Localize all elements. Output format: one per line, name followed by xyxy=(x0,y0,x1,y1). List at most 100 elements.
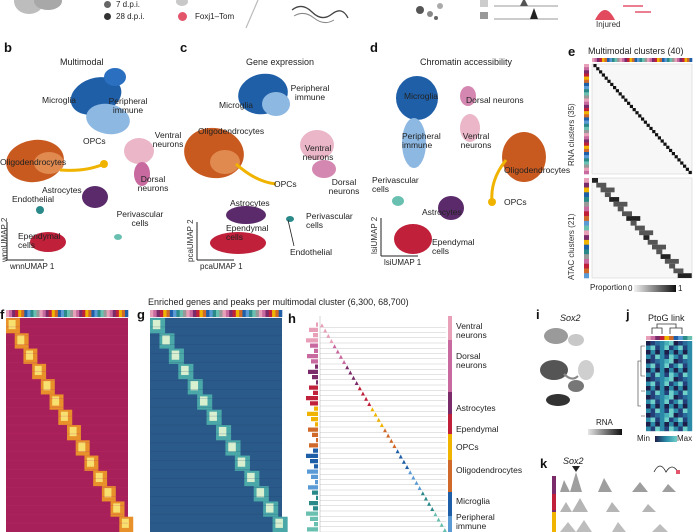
c-ventral-cluster xyxy=(300,130,334,160)
e-top-colorbar-cell xyxy=(614,58,618,62)
h-side-bar xyxy=(308,369,318,374)
c-endothelial-cluster xyxy=(286,216,294,222)
e-rna-diag-cell xyxy=(615,89,619,93)
h-label-immune: Peripheral immune xyxy=(456,512,495,531)
f-colorbar-cell xyxy=(76,310,80,317)
j-cell xyxy=(678,345,683,351)
e-colorbar-min: 0 xyxy=(628,284,633,293)
g-diag-core xyxy=(265,503,274,513)
j-cell xyxy=(650,354,656,360)
f-diag-core xyxy=(87,457,95,467)
j-colorbar-cell xyxy=(650,336,656,340)
j-cell xyxy=(650,390,656,396)
j-cell xyxy=(687,413,693,418)
j-cell xyxy=(650,341,656,346)
c-label-ventral: Ventral neurons xyxy=(300,144,336,162)
b-perivascular-cluster xyxy=(114,234,122,240)
e-top-colorbar-cell xyxy=(594,58,598,62)
j-cell xyxy=(678,381,683,387)
h-track-peak xyxy=(342,360,347,364)
e-top-colorbar-cell xyxy=(599,58,603,62)
c-astro-cluster xyxy=(226,206,266,224)
f-colorbar-cell xyxy=(121,310,126,317)
e-rna-diag-cell xyxy=(685,167,689,171)
g-colorbar-cell xyxy=(245,310,250,317)
j-cell xyxy=(655,359,660,364)
h-track-peak xyxy=(379,423,384,427)
h-side-bar xyxy=(315,422,318,427)
c-label-immune-text: Peripheral immune xyxy=(290,83,330,102)
e-atac-diag-cell xyxy=(600,187,615,193)
j-cell xyxy=(655,381,660,387)
j-cell xyxy=(664,413,670,418)
j-cell xyxy=(650,345,656,351)
f-colorbar-cell xyxy=(82,310,86,317)
e-rna-diag-cell xyxy=(666,145,670,149)
f-colorbar-cell xyxy=(100,310,104,317)
f-colorbar-cell xyxy=(54,310,59,317)
j-cell xyxy=(646,417,651,423)
c-label-astro: Astrocytes xyxy=(230,198,270,208)
e-rna-diag-cell xyxy=(638,114,642,118)
e-atac-diag-cell xyxy=(677,273,692,278)
h-track-peak xyxy=(408,470,413,475)
j-cell xyxy=(669,408,674,414)
j-cell xyxy=(650,426,656,432)
j-cell xyxy=(646,390,651,396)
h-side-bar xyxy=(310,516,318,521)
f-colorbar-cell xyxy=(6,310,10,317)
j-cell xyxy=(669,345,674,351)
g-diag-core xyxy=(190,381,199,391)
j-cell xyxy=(678,350,683,355)
e-top-colorbar-cell xyxy=(677,58,680,62)
e-rna-diag-cell xyxy=(674,155,678,159)
j-cell xyxy=(659,354,665,360)
j-cell xyxy=(682,422,688,427)
g-colorbar-cell xyxy=(249,310,253,317)
e-atac-label: ATAC clusters (21) xyxy=(567,213,576,280)
e-atac-side-cell xyxy=(584,254,589,260)
panel-j-title: PtoG link xyxy=(648,313,685,323)
j-heatmap xyxy=(637,336,693,432)
j-colorbar-cell xyxy=(646,336,651,340)
e-atac-diag-cell xyxy=(617,206,624,212)
g-colorbar-cell xyxy=(232,310,237,317)
e-rna-diag-cell xyxy=(652,130,656,134)
d-label-opcs: OPCs xyxy=(504,197,527,207)
j-cell xyxy=(687,359,693,364)
d-dorsal-cluster xyxy=(460,86,476,106)
c-label-ependymal-text: Ependymal cells xyxy=(226,223,269,242)
b-label-ventral: Ventral neurons xyxy=(150,131,186,149)
j-cell xyxy=(682,359,688,364)
j-cell xyxy=(659,345,665,351)
h-side-bar xyxy=(311,474,318,479)
j-cell xyxy=(678,417,683,423)
e-rna-side-cell xyxy=(584,117,589,121)
d-xaxis: lsiUMAP 1 xyxy=(384,258,422,267)
h-track-peak xyxy=(395,449,400,454)
e-top-colorbar-cell xyxy=(684,58,688,62)
e-atac-side-cell xyxy=(584,258,589,265)
h-track-peak xyxy=(417,486,422,490)
e-proportion-label: Proportion xyxy=(590,283,627,292)
e-rna-diag-cell xyxy=(657,136,661,140)
top-divider xyxy=(245,0,259,29)
e-top-colorbar-cell xyxy=(619,58,623,62)
g-colorbar-cell xyxy=(258,310,263,317)
e-atac-side-cell xyxy=(584,239,589,245)
b-axes xyxy=(6,222,44,261)
e-atac-diag-cell xyxy=(652,244,666,250)
j-cell xyxy=(650,377,656,382)
e-top-colorbar-cell xyxy=(647,58,650,62)
f-colorbar-cell xyxy=(24,310,28,317)
h-track-peak xyxy=(357,386,362,391)
e-top-colorbar-cell xyxy=(639,58,643,62)
f-colorbar-cell xyxy=(85,310,89,317)
h-track-peak xyxy=(360,391,365,396)
j-cell xyxy=(664,381,670,387)
b-label-astro: Astrocytes xyxy=(42,185,82,195)
h-group-colorbar xyxy=(448,516,452,532)
g-colorbar-cell xyxy=(192,310,197,317)
h-track-peak xyxy=(411,475,416,480)
h-track-peak xyxy=(398,454,403,459)
